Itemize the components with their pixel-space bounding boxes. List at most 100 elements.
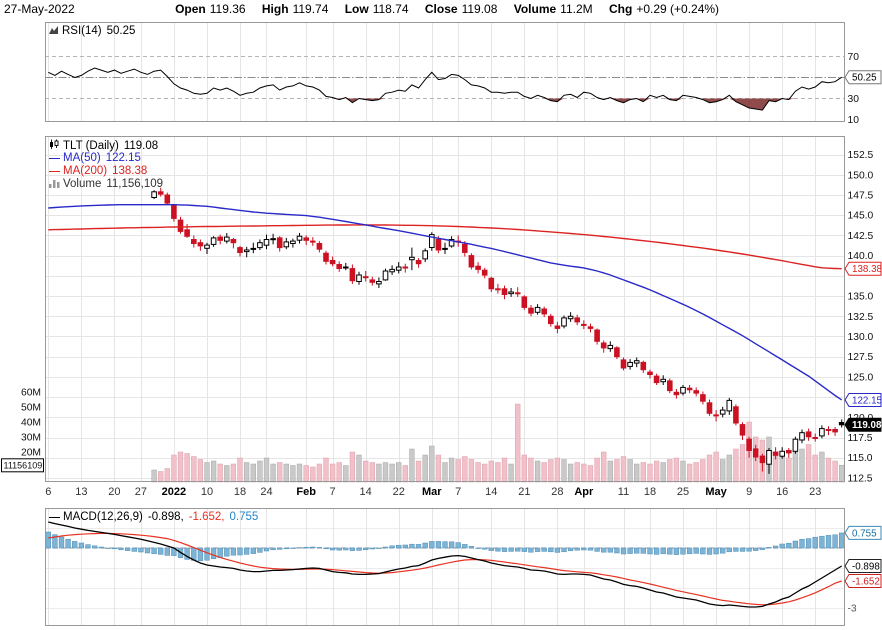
price-axis-label: 117.5 — [848, 433, 873, 444]
x-axis-label: Apr — [574, 486, 594, 498]
macd-line-badge: -0.898 — [844, 558, 882, 573]
x-axis-label: 11 — [618, 486, 629, 498]
volume-axis-label: 50M — [21, 403, 41, 414]
volume-legend-value: 11,156,109 — [106, 178, 164, 190]
macd-line — [48, 521, 843, 608]
ma50-legend-value: 122.15 — [105, 152, 141, 164]
x-axis-label: 9 — [746, 486, 752, 498]
macd-legend: MACD(12,26,9) -0.898, -1.652, 0.755 — [49, 511, 258, 523]
x-axis-label: 7 — [455, 486, 461, 498]
ma50-line — [48, 203, 843, 401]
x-axis-label: Feb — [296, 486, 316, 498]
x-axis-label: 2022 — [162, 486, 186, 498]
macd-hist-badge-text: 0.755 — [852, 528, 877, 539]
macd-legend-label: MACD(12,26,9) — [63, 511, 143, 523]
field-value: 119.36 — [209, 2, 246, 16]
price-axis-label: 127.5 — [848, 352, 874, 363]
x-axis-label: 24 — [260, 486, 272, 498]
price-bg — [45, 136, 845, 482]
field-value: 119.08 — [461, 2, 498, 16]
volume-bars-group — [151, 403, 845, 483]
ma200-legend-value: 138.38 — [112, 165, 148, 177]
last-price-badge-text: 119.08 — [852, 420, 882, 431]
x-axis-label: 6 — [45, 486, 51, 498]
price-axis-label: 135.0 — [848, 292, 874, 303]
ma200-line — [48, 224, 842, 270]
macd-line-badge-text: -0.898 — [852, 561, 880, 572]
price-axis-label: 145.0 — [848, 211, 874, 222]
volume-axis-label: 20M — [21, 448, 41, 459]
x-axis-label: 14 — [485, 486, 497, 498]
x-axis-label: 20 — [108, 486, 120, 498]
x-axis-label: 18 — [234, 486, 246, 498]
field-label: Close — [424, 2, 458, 16]
ma50-legend-icon — [49, 158, 60, 159]
price-panel: 152.5 150.0 147.5 145.0 142.5 140.0 135.0 132.5… — [1, 136, 882, 498]
x-axis-label: Mar — [422, 486, 442, 498]
vertical-gridlines — [48, 509, 816, 625]
field-label: Chg — [608, 2, 633, 16]
x-axis-label: 14 — [360, 486, 372, 498]
field-value: 11.2M — [560, 2, 593, 16]
ma200-badge-text: 138.38 — [852, 264, 882, 275]
price-axis-label: 150.0 — [848, 170, 874, 181]
volume-legend-label: Volume — [63, 178, 102, 190]
volume-bars-icon — [49, 180, 60, 188]
price-legend-label: TLT (Daily) — [63, 140, 119, 152]
macd-axis-label: -3 — [848, 604, 857, 615]
price-axis-label: 140.0 — [848, 251, 874, 262]
panel-border — [45, 22, 845, 122]
price-axis-label: 130.0 — [848, 332, 874, 343]
volume-axis-label: 60M — [21, 388, 41, 399]
x-axis-label: May — [705, 486, 727, 498]
price-axis-label: 152.5 — [848, 150, 874, 161]
x-axis-label: 7 — [330, 486, 336, 498]
ma200-legend-label: MA(200) — [63, 165, 108, 177]
header-field-volume: Volume 11.2M — [514, 2, 593, 16]
price-legend: TLT (Daily) 119.08 — [49, 139, 158, 152]
rsi-axis-label: 70 — [848, 52, 860, 63]
candles-group — [151, 187, 845, 474]
macd-hist-badge: 0.755 — [844, 525, 882, 540]
x-axis-label: 16 — [776, 486, 788, 498]
macd-histogram — [45, 531, 845, 562]
price-axis-label: 112.5 — [848, 473, 873, 484]
rsi-panel: 70 30 10 50.25 — [45, 22, 882, 126]
rsi-axis-label: 30 — [848, 94, 860, 105]
field-value: 118.74 — [372, 2, 409, 16]
macd-signal-line — [48, 532, 842, 606]
price-axis-label: 132.5 — [848, 312, 874, 323]
rsi-value-badge: 50.25 — [844, 70, 882, 85]
volume-value-badge-text: 11156109 — [4, 461, 43, 471]
ma50-legend-label: MA(50) — [63, 152, 101, 164]
field-label: Open — [175, 2, 206, 16]
panel-border — [45, 508, 845, 626]
macd-bg — [45, 508, 845, 626]
header-field-low: Low 118.74 — [345, 2, 409, 16]
field-label: High — [261, 2, 289, 16]
rsi-line — [48, 67, 842, 111]
x-axis-label: 25 — [677, 486, 689, 498]
header-field-open: Open 119.36 — [175, 2, 245, 16]
macd-signal-badge-text: -1.652 — [852, 576, 880, 587]
volume-value-badge: 11156109 — [1, 458, 44, 473]
rsi-value-badge-text: 50.25 — [852, 73, 877, 84]
x-axis-label: 13 — [75, 486, 87, 498]
ma50-legend: MA(50) 122.15 — [49, 152, 141, 164]
panel-border — [45, 136, 845, 482]
rsi-legend: RSI(14) 50.25 — [49, 25, 135, 37]
header-field-close: Close 119.08 — [425, 2, 498, 16]
rsi-legend-icon — [49, 26, 58, 34]
x-axis-label: 23 — [809, 486, 821, 498]
ma200-legend-icon — [49, 171, 60, 172]
x-axis-label: 28 — [551, 486, 563, 498]
volume-legend: Volume 11,156,109 — [49, 178, 163, 190]
macd-legend-value-signal: -1.652, — [188, 511, 225, 523]
candlestick-icon — [50, 139, 59, 149]
vertical-gridlines — [48, 137, 816, 481]
ma50-badge: 122.15 — [844, 392, 882, 407]
ma200-badge: 138.38 — [844, 261, 882, 276]
field-value: 119.74 — [292, 2, 329, 16]
x-axis-label: 27 — [135, 486, 147, 498]
